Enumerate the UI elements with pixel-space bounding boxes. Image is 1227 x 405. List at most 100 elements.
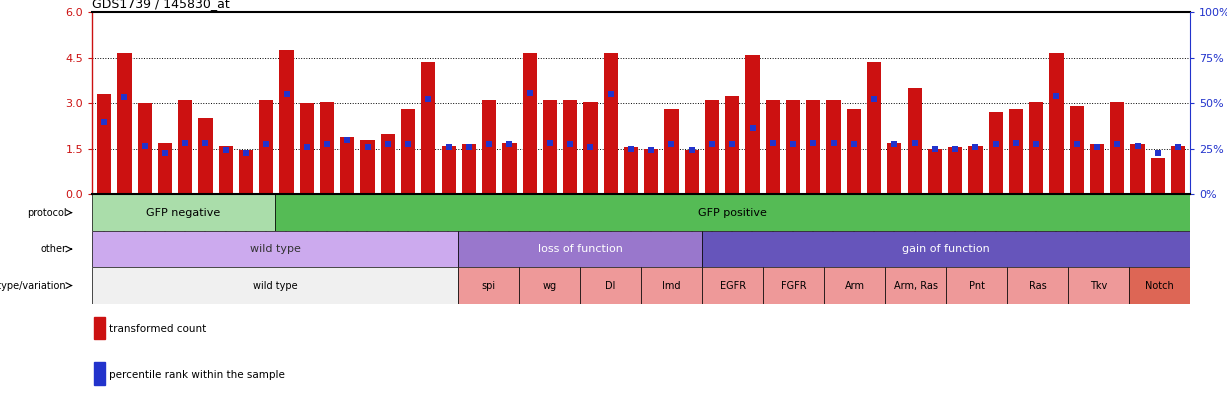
Text: Tkv: Tkv — [1090, 281, 1107, 290]
Bar — [887, 143, 902, 194]
Bar — [946, 267, 1007, 304]
Point — [480, 141, 499, 147]
Text: loss of function: loss of function — [537, 244, 622, 254]
Bar — [218, 146, 233, 194]
Bar — [1171, 146, 1185, 194]
Point — [966, 144, 985, 151]
Point — [459, 144, 479, 151]
Point — [114, 94, 134, 100]
Bar — [1029, 102, 1043, 194]
Bar — [563, 100, 577, 194]
Point — [580, 144, 600, 151]
Bar — [94, 362, 104, 385]
Bar — [763, 267, 825, 304]
Bar — [523, 53, 536, 194]
Point — [175, 140, 195, 146]
Bar — [320, 102, 334, 194]
Bar — [118, 53, 131, 194]
Bar — [1110, 102, 1124, 194]
Point — [823, 140, 843, 146]
Text: Arm: Arm — [844, 281, 865, 290]
Bar — [928, 149, 942, 194]
Bar — [482, 100, 496, 194]
Text: protocol: protocol — [27, 208, 66, 217]
Bar — [1090, 144, 1104, 194]
Point — [1128, 143, 1147, 149]
Text: Ras: Ras — [1028, 281, 1047, 290]
Bar — [968, 146, 983, 194]
Bar — [685, 150, 699, 194]
Bar — [706, 100, 719, 194]
Bar — [702, 267, 763, 304]
Text: other: other — [40, 244, 66, 254]
Bar — [1151, 158, 1164, 194]
Point — [358, 144, 378, 151]
Point — [378, 141, 398, 147]
Bar — [92, 231, 458, 267]
Point — [621, 146, 640, 152]
Bar — [94, 317, 104, 339]
Bar — [702, 231, 1190, 267]
Bar — [623, 147, 638, 194]
Bar — [847, 109, 861, 194]
Point — [925, 146, 945, 152]
Point — [94, 118, 114, 125]
Bar — [766, 100, 780, 194]
Bar — [1069, 267, 1129, 304]
Point — [885, 141, 904, 147]
Point — [277, 91, 297, 98]
Bar — [361, 140, 374, 194]
Bar — [948, 147, 962, 194]
Point — [783, 141, 802, 147]
Point — [135, 143, 155, 149]
Bar — [458, 267, 519, 304]
Text: transformed count: transformed count — [109, 324, 206, 334]
Text: spi: spi — [481, 281, 496, 290]
Point — [1006, 140, 1026, 146]
Text: gain of function: gain of function — [902, 244, 990, 254]
Point — [256, 141, 276, 147]
Bar — [542, 100, 557, 194]
Bar — [239, 150, 253, 194]
Point — [682, 147, 702, 153]
Point — [1047, 92, 1066, 99]
Point — [337, 136, 357, 143]
Bar — [461, 144, 476, 194]
Bar — [1007, 267, 1069, 304]
Bar — [825, 267, 885, 304]
Bar — [299, 103, 314, 194]
Bar — [989, 113, 1002, 194]
Bar — [787, 100, 800, 194]
Bar — [1070, 107, 1083, 194]
Point — [1108, 141, 1128, 147]
Bar — [580, 267, 640, 304]
Point — [804, 140, 823, 146]
Point — [399, 141, 418, 147]
Point — [723, 141, 742, 147]
Bar — [664, 109, 679, 194]
Bar — [806, 100, 821, 194]
Text: Pnt: Pnt — [968, 281, 984, 290]
Bar — [280, 50, 293, 194]
Bar — [827, 100, 840, 194]
Text: GFP negative: GFP negative — [146, 208, 221, 217]
Point — [540, 140, 560, 146]
Point — [904, 140, 924, 146]
Point — [418, 96, 438, 102]
Text: FGFR: FGFR — [780, 281, 806, 290]
Text: percentile rank within the sample: percentile rank within the sample — [109, 370, 285, 379]
Point — [601, 91, 621, 98]
Point — [318, 141, 337, 147]
Point — [1087, 144, 1107, 151]
Bar — [380, 134, 395, 194]
Point — [1168, 144, 1188, 151]
Text: genotype/variation: genotype/variation — [0, 281, 66, 290]
Point — [763, 140, 783, 146]
Point — [561, 141, 580, 147]
Bar — [92, 267, 458, 304]
Text: GDS1739 / 145830_at: GDS1739 / 145830_at — [92, 0, 229, 10]
Bar — [725, 96, 740, 194]
Point — [661, 141, 681, 147]
Point — [195, 140, 215, 146]
Bar — [867, 62, 881, 194]
